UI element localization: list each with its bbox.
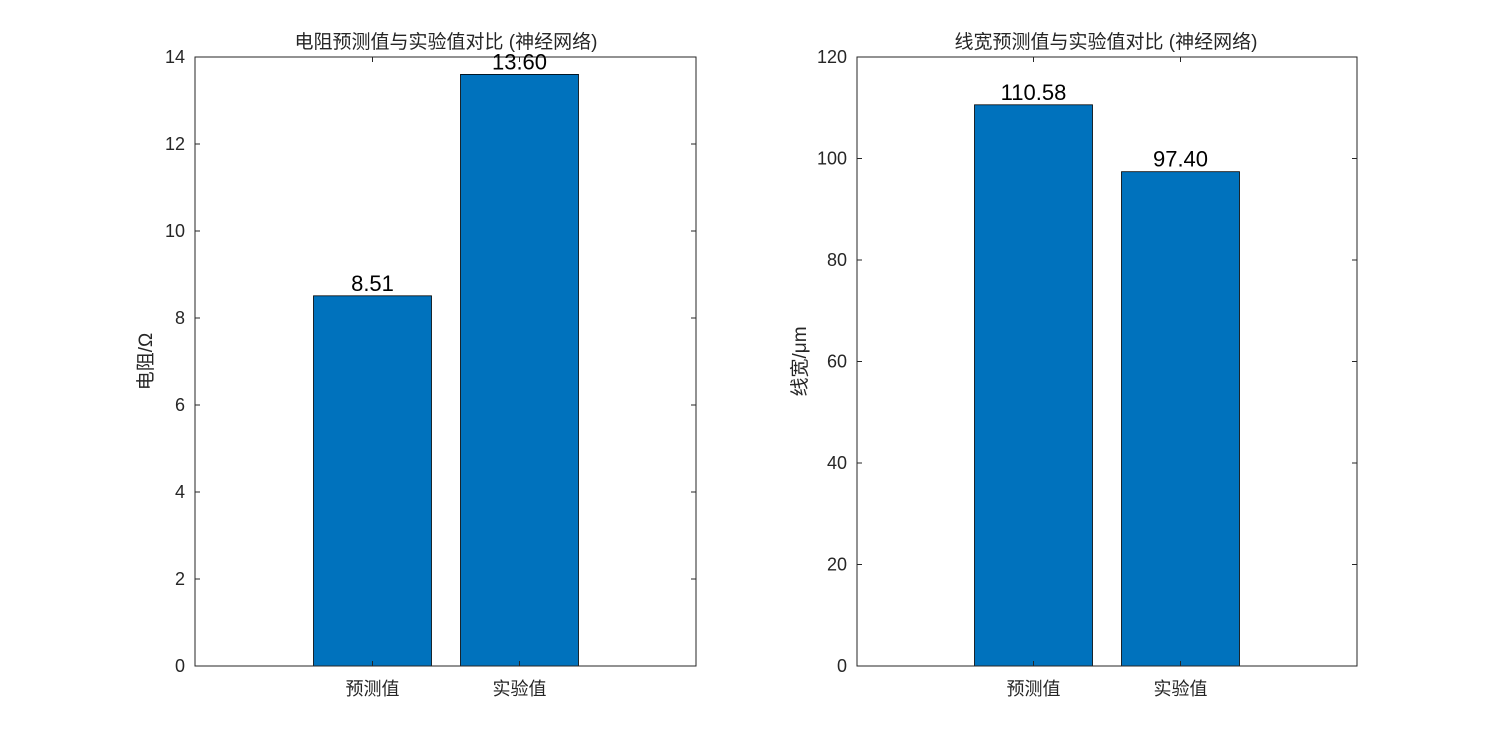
y-tick-label: 100 xyxy=(817,149,847,169)
y-tick-label: 0 xyxy=(175,656,185,676)
x-category-label: 预测值 xyxy=(346,679,400,699)
bar-predicted xyxy=(974,104,1093,667)
y-tick-label: 80 xyxy=(827,250,847,270)
y-tick-label: 8 xyxy=(175,308,185,328)
linewidth-chart: 0 20 40 60 80 100 120 预测值 实验值 110.58 97.40 线宽预测值与实验… xyxy=(789,31,1358,699)
bar-value-label: 97.40 xyxy=(1153,147,1208,172)
y-tick-label: 12 xyxy=(165,134,185,154)
y-tick-label: 2 xyxy=(175,569,185,589)
y-tick-label: 40 xyxy=(827,453,847,473)
y-tick-label: 4 xyxy=(175,482,185,502)
y-tick-label: 120 xyxy=(817,47,847,67)
bar-value-label: 110.58 xyxy=(1001,80,1067,105)
y-tick-label: 6 xyxy=(175,395,185,415)
chart-title: 电阻预测值与实验值对比 (神经网络) xyxy=(295,31,598,53)
axes-box xyxy=(856,56,1358,667)
bar-experimental xyxy=(1121,171,1240,667)
bar-value-label: 8.51 xyxy=(351,271,394,296)
chart-title: 线宽预测值与实验值对比 (神经网络) xyxy=(955,31,1258,53)
bar-value-label: 13.60 xyxy=(492,49,547,74)
x-category-label: 预测值 xyxy=(1007,679,1061,699)
y-tick-label: 10 xyxy=(165,221,185,241)
y-axis-label: 线宽/μm xyxy=(789,326,811,396)
bar-experimental xyxy=(460,74,579,667)
y-tick-label: 20 xyxy=(827,555,847,575)
bar-predicted xyxy=(313,295,432,667)
y-tick-label: 14 xyxy=(165,47,185,67)
axes-box xyxy=(194,56,697,667)
x-category-label: 实验值 xyxy=(493,679,547,699)
x-category-label: 实验值 xyxy=(1154,679,1208,699)
y-tick-label: 60 xyxy=(827,352,847,372)
y-axis-label: 电阻/Ω xyxy=(135,333,157,390)
y-tick-label: 0 xyxy=(837,656,847,676)
